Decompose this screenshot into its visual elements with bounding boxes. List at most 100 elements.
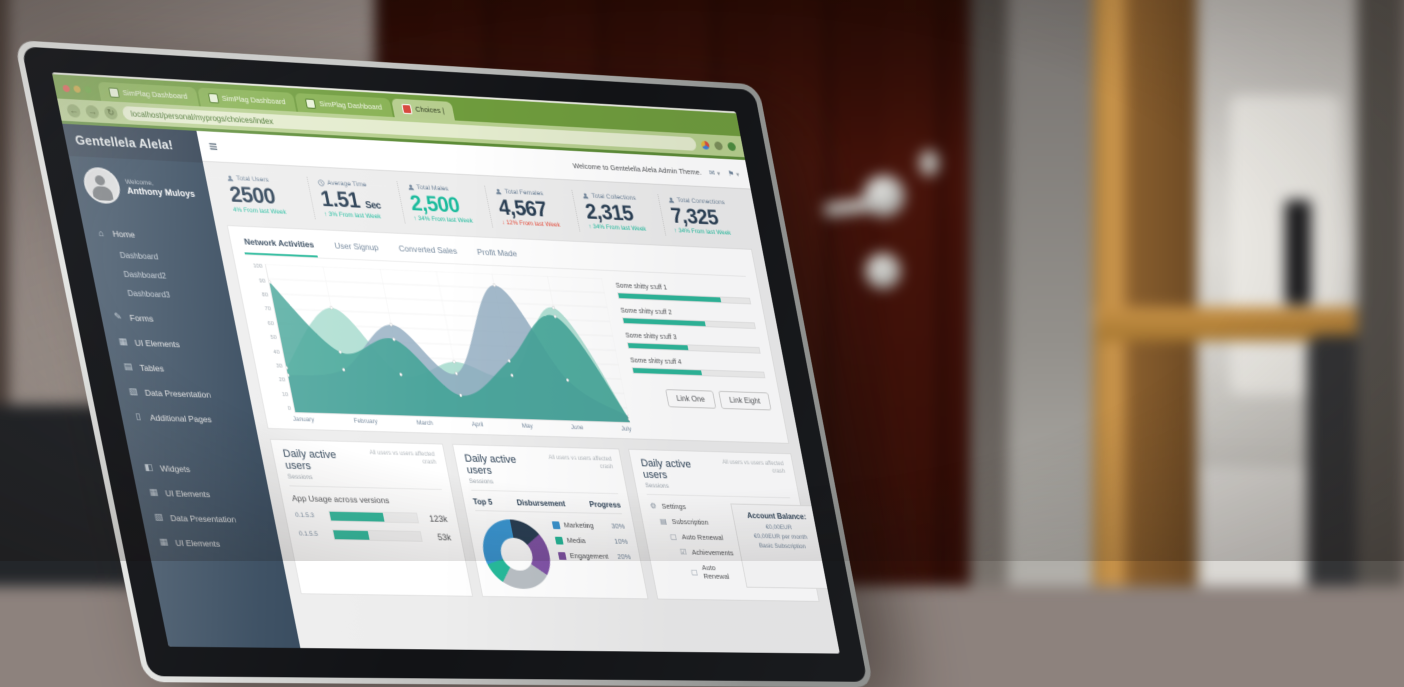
app-usage-row: 0.1.5.3 123k [294, 510, 449, 524]
extension-icon[interactable] [713, 140, 724, 150]
media-swatch [554, 536, 564, 545]
link-one-button[interactable]: Link One [665, 389, 717, 410]
dashboard-page: Gentellela Alela! Welcome, Anthony Muloy… [62, 123, 840, 654]
stat-value: 4,567 [496, 194, 549, 222]
achievements-item[interactable]: ☑ Achievements [679, 548, 735, 558]
widgets-icon: ◧ [143, 462, 154, 473]
stat-total-females: Total Females 4,567 ↓ 12% From last Week [484, 185, 580, 232]
tab-profit-made[interactable]: Profit Made [476, 247, 518, 259]
ui-elements-icon: ▦ [148, 486, 159, 498]
settings-item[interactable]: ⚙ Settings [649, 501, 687, 512]
forward-icon[interactable]: → [84, 104, 100, 119]
subscription-item[interactable]: ▤ Subscription [659, 517, 710, 527]
pages-icon: ▯ [134, 411, 142, 422]
close-window-icon[interactable] [62, 84, 71, 93]
laptop-bezel: SimPlag Dashboard SimPlag Dashboard SimP… [21, 46, 868, 682]
home-submenu: Dashboard Dashboard2 Dashboard3 [87, 245, 232, 309]
legend-item: Some shitty stuff 3 [625, 333, 761, 354]
back-icon[interactable]: ← [65, 103, 82, 118]
sidebar-item-additional-pages[interactable]: ▯ Additional Pages [119, 404, 257, 433]
user-dropdown[interactable]: ⚑ ▾ [727, 169, 740, 178]
laptop-aluminum-rim: SimPlag Dashboard SimPlag Dashboard SimP… [14, 40, 874, 687]
username: Anthony Muloys [126, 185, 196, 199]
minimize-window-icon[interactable] [72, 85, 82, 93]
up-arrow-icon: ↑ [323, 211, 328, 219]
stat-value: 2,500 [408, 190, 462, 218]
sidebar-item-ui-elements-2[interactable]: ▦ UI Elements [148, 486, 211, 499]
background-left-edge [0, 0, 9, 586]
chevron-down-icon: ▾ [735, 171, 740, 179]
stat-value: 1.51 Sec [318, 186, 382, 213]
tab-network-activities[interactable]: Network Activities [240, 234, 319, 258]
card-note: All users vs users affected crash [722, 460, 786, 475]
area-chart-zone: 100 90 80 70 60 50 40 30 20 10 0 January February Ma… [247, 264, 632, 433]
card-note: All users vs users affected crash [548, 455, 614, 471]
sidebar-item-data-presentation-2[interactable]: ▧ Data Presentation [153, 511, 237, 524]
tab-label: SimPlag Dashboard [318, 99, 383, 112]
checkbox-icon: ▢ [690, 567, 699, 577]
zoom-window-icon[interactable] [83, 86, 92, 94]
donut-chart [476, 519, 556, 590]
background-shelf-post [1093, 0, 1127, 586]
home-icon: ⌂ [97, 228, 105, 239]
envelope-icon: ✉ [708, 168, 716, 177]
extension-icon[interactable] [726, 141, 737, 151]
auto-renewal-item-2[interactable]: ▢ Auto Renewal [690, 563, 731, 582]
tables-icon: ▤ [122, 361, 134, 372]
tab-converted-sales[interactable]: Converted Sales [397, 243, 458, 257]
gear-icon: ⚙ [649, 501, 658, 511]
stat-value: 2,315 [583, 199, 636, 226]
tab-label: Choices | [414, 104, 445, 116]
chart-icon: ▧ [127, 386, 139, 397]
up-arrow-icon: ↑ [412, 215, 418, 223]
usage-bar-fill [333, 530, 370, 541]
auto-renewal-item[interactable]: ▢ Auto Renewal [669, 532, 724, 543]
window-controls[interactable] [62, 84, 92, 94]
marketing-swatch [551, 521, 561, 529]
dashboard-favicon [207, 92, 220, 103]
card-subtitle: Sessions [468, 478, 495, 486]
progress-track [626, 342, 761, 354]
stat-total-connections: Total Connections 7,325 ↑ 34% From last … [657, 194, 750, 240]
checked-box-icon: ☑ [679, 548, 688, 557]
tab-label: SimPlag Dashboard [121, 88, 189, 101]
refresh-icon[interactable]: ↻ [103, 105, 119, 120]
legend-item: Some shitty stuff 1 [615, 283, 752, 305]
stat-value: 2500 [227, 181, 278, 209]
laptop: SimPlag Dashboard SimPlag Dashboard SimP… [14, 40, 874, 687]
legend-row: Marketing 30% [551, 521, 626, 531]
network-activities-panel: Network Activities User Signup Converted… [226, 225, 790, 445]
browser-tab-4-active[interactable]: Choices | [391, 98, 456, 121]
sidebar-item-ui-elements-3[interactable]: ▦ UI Elements [158, 536, 221, 549]
navbar-right: Welcome to Gentelella Alela Admin Theme.… [572, 161, 740, 178]
legend-row: Engagement 20% [557, 551, 632, 561]
account-balance-card: Account Balance: €0,00EUR €0,00EUR per m… [730, 503, 834, 590]
forms-icon: ✎ [113, 311, 123, 322]
laptop-screen: SimPlag Dashboard SimPlag Dashboard SimP… [51, 72, 840, 654]
chart-icon: ▧ [153, 511, 164, 522]
messages-dropdown[interactable]: ✉ ▾ [708, 168, 720, 177]
card-note: All users vs users affected crash [369, 450, 437, 466]
extension-icon[interactable] [700, 140, 711, 150]
ui-elements-icon: ▦ [117, 336, 129, 347]
tab-user-signup[interactable]: User Signup [333, 240, 380, 253]
avatar-head [94, 175, 106, 186]
flag-icon: ⚑ [727, 168, 736, 178]
stat-total-users: Total Users 2500 4% From last Week [216, 172, 315, 219]
sidebar-item-widgets[interactable]: ◧ Widgets [143, 462, 191, 474]
legend-row: Media 10% [554, 536, 629, 546]
engagement-swatch [557, 551, 567, 560]
checkbox-icon: ▢ [669, 532, 678, 542]
hamburger-menu-icon[interactable]: ≡ [207, 137, 220, 156]
chevron-down-icon: ▾ [716, 170, 721, 178]
welcome-message: Welcome to Gentelella Alela Admin Theme. [571, 160, 703, 177]
area-chart [264, 264, 631, 424]
progress-fill [627, 343, 689, 351]
link-eight-button[interactable]: Link Eight [718, 391, 772, 411]
usage-bar-track [328, 510, 419, 524]
dashboard-favicon [305, 98, 317, 109]
settings-list: ⚙ Settings ▤ Subscription ▢ Auto Renewal [648, 502, 740, 588]
link-buttons: Link One Link Eight [636, 388, 772, 411]
background-right-frame [1357, 0, 1404, 586]
card-title: Daily active users [639, 457, 693, 482]
